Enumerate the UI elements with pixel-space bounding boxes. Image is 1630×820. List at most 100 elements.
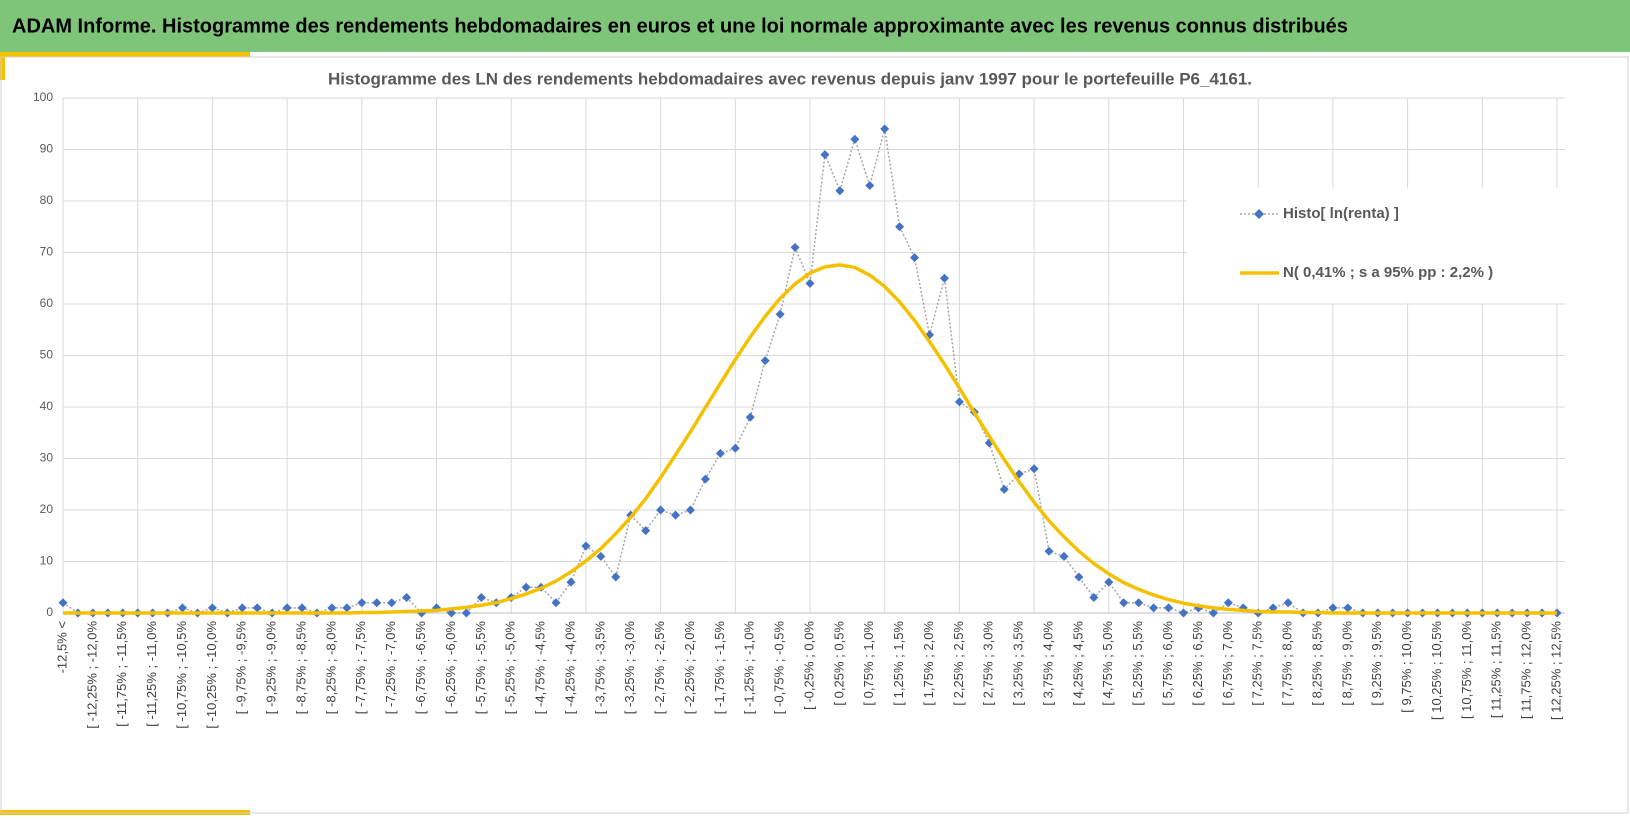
data-point	[282, 603, 292, 613]
data-point	[1223, 598, 1233, 608]
y-tick-label: 0	[46, 605, 53, 619]
x-tick-label: [ 1,75% ; 2,0%	[921, 621, 936, 706]
data-point	[730, 443, 740, 453]
legend-box	[1187, 188, 1567, 303]
data-point	[461, 608, 471, 618]
y-tick-label: 70	[40, 245, 54, 259]
data-point	[1149, 603, 1159, 613]
x-tick-label: [ -6,75% ; -6,5%	[413, 621, 428, 715]
x-tick-label: [ -0,75% ; -0,5%	[772, 621, 787, 715]
data-point	[1179, 608, 1188, 618]
data-point	[1089, 593, 1099, 603]
x-tick-label: [ 11,75% ; 12,0%	[1519, 621, 1534, 719]
data-point	[910, 253, 920, 263]
data-point	[671, 510, 681, 520]
data-point	[611, 572, 621, 582]
header-bar	[0, 0, 1630, 52]
x-tick-label: [ -12,25% ; -12,0%	[84, 621, 99, 729]
x-tick-label: [ -9,25% ; -9,0%	[264, 621, 279, 715]
data-point	[1074, 572, 1084, 582]
data-point	[865, 181, 875, 191]
data-point	[1268, 603, 1278, 613]
x-tick-label: [ 5,75% ; 6,0%	[1160, 621, 1175, 706]
x-tick-label: [ 6,25% ; 6,5%	[1190, 621, 1205, 706]
x-tick-label: [ 9,25% ; 9,5%	[1369, 621, 1384, 706]
x-tick-label: [ -10,25% ; -10,0%	[204, 621, 219, 729]
data-point	[476, 593, 486, 603]
x-tick-label: [ -1,25% ; -1,0%	[742, 621, 757, 715]
x-tick-label: [ -11,25% ; -11,0%	[144, 621, 159, 727]
x-tick-label: [ -8,25% ; -8,0%	[323, 621, 338, 715]
data-point	[566, 577, 576, 587]
x-tick-label: [ -9,75% ; -9,5%	[234, 621, 249, 715]
x-tick-label: [ 12,25% ; 12,5%	[1548, 621, 1563, 720]
data-point	[402, 593, 412, 603]
x-tick-label: [ 2,25% ; 2,5%	[951, 621, 966, 706]
data-point	[775, 309, 785, 319]
x-tick-label: [ -5,75% ; -5,5%	[473, 621, 488, 715]
y-tick-label: 80	[40, 193, 54, 207]
legend-label: N( 0,41% ; s a 95% pp : 2,2% )	[1283, 264, 1493, 281]
data-point	[715, 448, 725, 458]
x-tick-label: [ 4,25% ; 4,5%	[1070, 621, 1085, 706]
data-point	[357, 598, 367, 608]
data-point	[1343, 603, 1353, 613]
x-tick-label: [ 2,75% ; 3,0%	[981, 621, 996, 706]
x-tick-label: [ -7,25% ; -7,0%	[383, 621, 398, 715]
x-tick-label: [ -0,25% ; 0,0%	[801, 621, 816, 710]
x-tick-label: [ -4,25% ; -4,0%	[562, 621, 577, 715]
data-point	[1044, 546, 1054, 556]
accent	[0, 52, 250, 57]
x-tick-label: [ -11,75% ; -11,5%	[114, 621, 129, 727]
data-point	[954, 397, 964, 407]
x-tick-label: [ -2,75% ; -2,5%	[652, 621, 667, 715]
data-point	[1208, 608, 1218, 618]
x-tick-label: [ -5,25% ; -5,0%	[503, 621, 518, 715]
x-tick-label: [ 3,25% ; 3,5%	[1011, 621, 1026, 706]
data-point	[880, 124, 890, 134]
x-tick-label: [ 7,25% ; 7,5%	[1250, 621, 1265, 706]
x-tick-label: [ 8,75% ; 9,0%	[1339, 621, 1354, 706]
x-tick-label: [ 6,75% ; 7,0%	[1220, 621, 1235, 706]
x-tick-label: [ -7,75% ; -7,5%	[353, 621, 368, 715]
x-tick-label: [ 5,25% ; 5,5%	[1130, 621, 1145, 706]
data-point	[656, 505, 666, 515]
y-tick-label: 10	[40, 554, 54, 568]
data-point	[387, 598, 397, 608]
x-tick-label: [ -1,75% ; -1,5%	[712, 621, 727, 715]
y-tick-label: 90	[40, 142, 54, 156]
data-point	[581, 541, 591, 551]
y-tick-label: 30	[40, 451, 54, 465]
data-point	[1104, 577, 1114, 587]
data-point	[820, 150, 830, 160]
accent	[0, 52, 5, 80]
data-point	[1029, 464, 1039, 474]
data-point	[237, 603, 247, 613]
data-point	[207, 603, 217, 613]
data-point	[342, 603, 352, 613]
data-point	[760, 356, 770, 366]
x-tick-label: [ -2,25% ; -2,0%	[682, 621, 697, 715]
x-tick-label: [ -3,75% ; -3,5%	[592, 621, 607, 715]
y-tick-label: 100	[33, 90, 53, 104]
data-point	[745, 412, 755, 422]
data-point	[1283, 598, 1293, 608]
x-tick-label: [ 0,25% ; 0,5%	[831, 621, 846, 706]
data-point	[551, 598, 561, 608]
data-point	[1328, 603, 1338, 613]
data-point	[521, 582, 531, 592]
data-point	[790, 242, 800, 252]
data-point	[641, 526, 651, 536]
chart-frame	[0, 56, 1629, 814]
data-point	[178, 603, 188, 613]
data-point	[805, 278, 815, 288]
chart-title: Histogramme des LN des rendements hebdom…	[328, 69, 1252, 88]
data-point	[700, 474, 710, 484]
data-point	[1059, 551, 1069, 561]
data-point	[685, 505, 695, 515]
x-tick-label: [ 4,75% ; 5,0%	[1100, 621, 1115, 706]
x-tick-label: [ 11,25% ; 11,5%	[1489, 621, 1504, 719]
header-title: ADAM Informe. Histogramme des rendements…	[12, 15, 1348, 37]
x-tick-label: [ 10,75% ; 11,0%	[1459, 621, 1474, 719]
